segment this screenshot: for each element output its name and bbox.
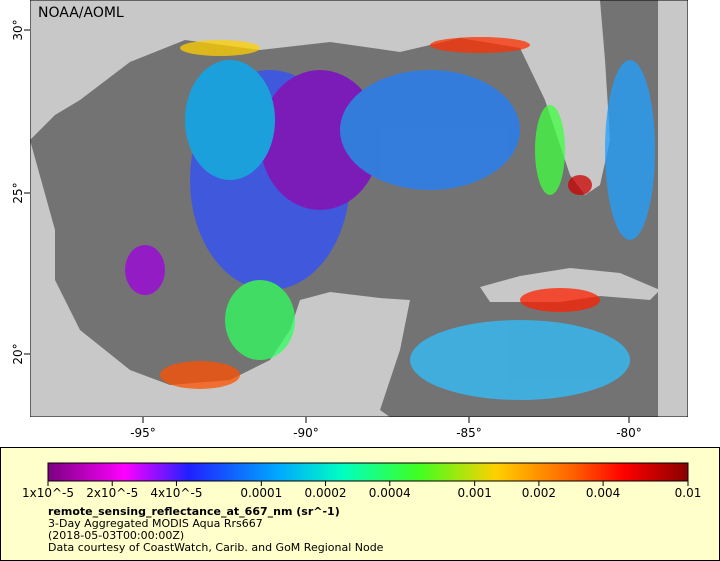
lon-tick-label: -90° (293, 426, 319, 440)
lat-tick-label: 30° (11, 19, 25, 40)
colorbar-ticks: 1x10^-5 2x10^-5 4x10^-5 0.0001 0.0002 0.0004 0… (22, 481, 701, 500)
map-credit: NOAA/AOML (38, 5, 124, 21)
caption-variable: remote_sensing_reflectance_at_667_nm (sr… (48, 505, 340, 518)
caption-line: (2018-05-03T00:00:00Z) (48, 529, 184, 542)
caption-line: 3-Day Aggregated MODIS Aqua Rrs667 (48, 517, 263, 530)
data-swaths (125, 37, 655, 400)
colorbar-tick-label: 0.001 (457, 486, 491, 500)
lon-tick-label: -95° (130, 426, 156, 440)
colorbar-tick-label: 0.004 (586, 486, 620, 500)
land-usa (30, 0, 610, 195)
caption-line: Data courtesy of CoastWatch, Carib. and … (48, 541, 384, 554)
map (30, 0, 688, 417)
lon-tick-label: -80° (616, 426, 642, 440)
no-data (658, 0, 688, 417)
colorbar-tick-label: 1x10^-5 (22, 486, 74, 500)
colorbar-tick-label: 0.0002 (305, 486, 347, 500)
lat-tick-label: 25° (11, 182, 25, 203)
colorbar-tick-label: 4x10^-5 (150, 486, 202, 500)
colorbar-tick-label: 0.0004 (369, 486, 411, 500)
colorbar (47, 462, 689, 482)
colorbar-tick-label: 0.0001 (240, 486, 282, 500)
colorbar-tick-label: 2x10^-5 (86, 486, 138, 500)
colorbar-tick-label: 0.002 (522, 486, 556, 500)
lon-tick-label: -85° (456, 426, 482, 440)
colorbar-tick-label: 0.01 (675, 486, 702, 500)
lon-axis: -95° -90° -85° -80° (130, 417, 642, 440)
lat-axis: 30° 25° 20° (11, 19, 30, 365)
lat-tick-label: 20° (11, 343, 25, 364)
land-mexico (30, 140, 410, 417)
land-cuba (480, 268, 660, 302)
